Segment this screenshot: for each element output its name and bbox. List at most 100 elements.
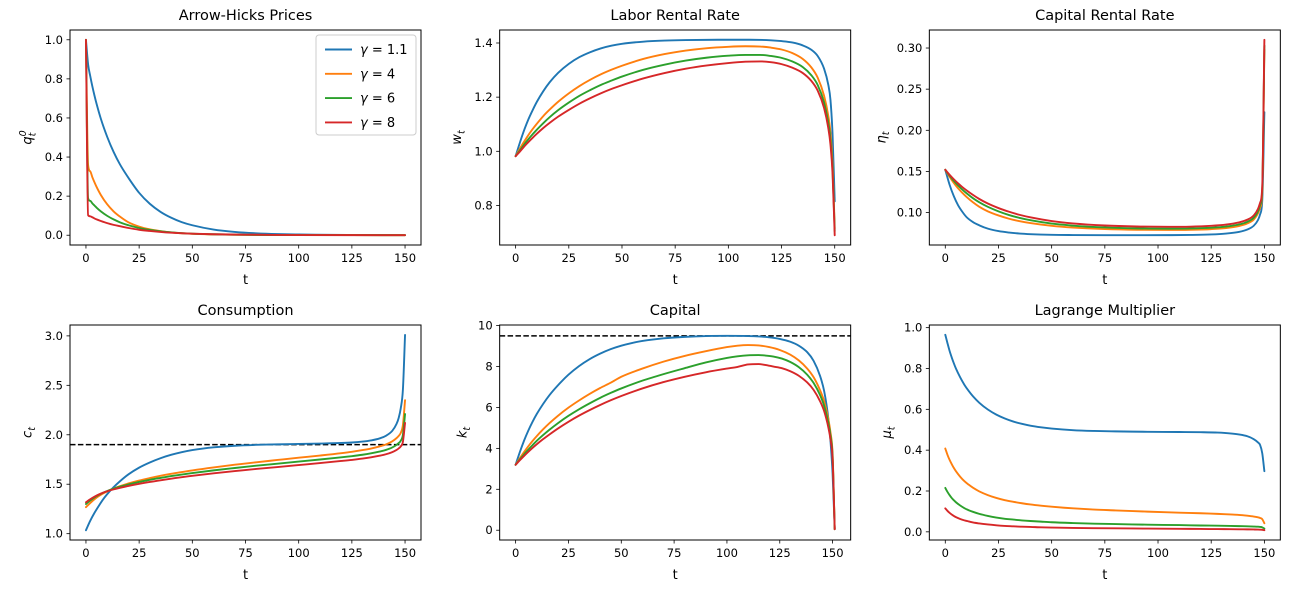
x-tick-label: 100	[717, 251, 739, 265]
x-tick-label: 50	[615, 251, 630, 265]
chart-title: Arrow-Hicks Prices	[179, 8, 313, 24]
chart-title: Consumption	[197, 303, 293, 319]
axes-frame	[69, 29, 422, 246]
x-tick-label: 25	[991, 546, 1006, 560]
series-line-4	[944, 38, 1266, 228]
x-tick-label: 50	[614, 546, 629, 560]
x-tick-label: 0	[512, 251, 519, 265]
y-tick-label: 2.0	[45, 428, 63, 442]
x-tick-label: 75	[668, 251, 683, 265]
y-tick-label: 2.5	[45, 378, 63, 392]
x-tick-label: 150	[1253, 251, 1275, 265]
y-tick-label: 1.2	[474, 90, 492, 104]
y-tick-label: 0.0	[904, 525, 922, 539]
y-tick-label: 0.0	[45, 228, 63, 242]
y-tick-label: 6	[485, 400, 492, 414]
y-tick-label: 3.0	[45, 329, 63, 343]
series-line-1	[514, 38, 836, 203]
series-line-2	[944, 447, 1266, 525]
y-tick-label: 1.0	[904, 321, 922, 335]
y-tick-label: 0.20	[897, 123, 923, 137]
x-tick-label: 0	[512, 546, 519, 560]
series-line-2	[85, 399, 406, 509]
y-tick-label: 0.2	[904, 484, 922, 498]
y-tick-label: 1.0	[45, 527, 63, 541]
x-tick-label: 100	[288, 546, 310, 560]
x-tick-label: 25	[991, 251, 1006, 265]
y-tick-label: 10	[478, 319, 493, 333]
x-tick-label: 75	[667, 546, 682, 560]
legend-label: γ = 8	[360, 116, 395, 131]
y-axis-label: ct	[21, 426, 39, 438]
series-line-4	[85, 421, 406, 504]
y-axis-label: μt	[880, 425, 898, 439]
chart-title: Capital	[650, 303, 701, 319]
series-line-3	[514, 354, 836, 531]
y-tick-label: 4	[485, 441, 492, 455]
x-tick-label: 25	[561, 546, 576, 560]
x-tick-label: 150	[394, 251, 416, 265]
x-tick-label: 100	[716, 546, 738, 560]
y-tick-label: 0.8	[904, 361, 922, 375]
x-axis-label: t	[673, 273, 678, 288]
axes-frame	[928, 29, 1281, 246]
legend-box	[315, 34, 417, 136]
x-tick-label: 150	[1253, 546, 1275, 560]
y-tick-label: 2	[485, 482, 492, 496]
subplot-consumption: Consumption 0 25 50 75 100 125 150 1.0 1.5 2.0 2.5 3…	[21, 303, 422, 583]
x-tick-label: 125	[1200, 251, 1222, 265]
axes-frame	[499, 29, 852, 246]
y-tick-label: 0.8	[45, 72, 63, 86]
y-tick-label: 0.6	[45, 111, 63, 125]
axes-frame	[928, 324, 1281, 541]
series-line-3	[944, 44, 1266, 230]
y-axis-label: kt	[456, 426, 474, 439]
chart-title: Labor Rental Rate	[610, 8, 740, 24]
x-tick-label: 0	[942, 546, 949, 560]
subplot-capital-rental-rate: Capital Rental Rate 0 25 50 75 100 125 150 0.10 0…	[874, 8, 1281, 288]
axes-frame	[69, 324, 422, 541]
y-tick-label: 0.6	[904, 402, 922, 416]
x-axis-label: t	[673, 568, 678, 583]
x-tick-label: 100	[1147, 251, 1169, 265]
x-tick-label: 75	[238, 251, 253, 265]
x-tick-label: 50	[185, 546, 200, 560]
subplot-lagrange-multiplier: Lagrange Multiplier 0 25 50 75 100 125 150 0.0 0.…	[880, 303, 1281, 583]
x-tick-label: 25	[561, 251, 576, 265]
y-tick-label: 0.10	[897, 206, 923, 220]
series-line-3	[514, 53, 836, 233]
legend-label: γ = 6	[360, 92, 395, 107]
legend: γ = 1.1 γ = 4 γ = 6 γ = 8	[315, 34, 417, 136]
x-tick-label: 75	[1098, 251, 1113, 265]
series-line-4	[85, 38, 406, 237]
series-line-2	[944, 48, 1266, 231]
series-line-2	[514, 45, 836, 230]
x-tick-label: 150	[822, 546, 844, 560]
series-line-1	[944, 333, 1266, 473]
x-tick-label: 125	[771, 251, 793, 265]
x-tick-label: 150	[394, 546, 416, 560]
y-tick-label: 0.15	[897, 164, 923, 178]
y-tick-label: 0.4	[45, 150, 63, 164]
chart-title: Lagrange Multiplier	[1035, 303, 1176, 319]
series-line-1	[944, 111, 1266, 237]
y-tick-label: 8	[485, 360, 492, 374]
x-tick-label: 100	[288, 251, 310, 265]
y-tick-label: 1.0	[474, 144, 492, 158]
series-line-4	[944, 507, 1266, 532]
axes-frame	[499, 324, 852, 541]
y-tick-label: 1.5	[45, 477, 63, 491]
x-tick-label: 50	[185, 251, 200, 265]
chart-title: Capital Rental Rate	[1035, 8, 1175, 24]
y-tick-label: 0.25	[897, 82, 923, 96]
x-axis-label: t	[1102, 273, 1107, 288]
subplot-capital: Capital 0 25 50 75 100 125 150 0 2 4 6 8 10 t kt	[456, 303, 852, 583]
subplot-arrow-hicks-prices: Arrow-Hicks Prices 0 25 50 75 100 125 150 0.0 0.2…	[18, 8, 422, 288]
x-tick-label: 0	[942, 251, 949, 265]
x-tick-label: 125	[341, 251, 363, 265]
series-line-1	[85, 333, 406, 532]
y-tick-label: 0.4	[904, 443, 922, 457]
y-tick-label: 0.8	[474, 198, 492, 212]
